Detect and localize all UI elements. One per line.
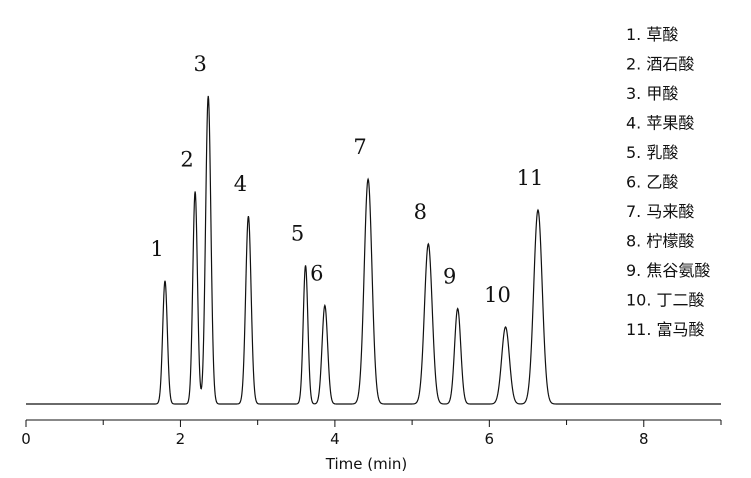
x-tick-label: 6 [485,430,495,448]
peak-label: 8 [414,200,427,224]
legend-entry: 7. 马来酸 [626,202,694,221]
plot-area [26,95,721,405]
x-tick-label: 4 [330,430,340,448]
peak-label: 2 [180,147,193,171]
peak-label: 7 [353,135,366,159]
legend-entry: 9. 焦谷氨酸 [626,261,710,280]
legend-entry: 10. 丁二酸 [626,291,705,310]
legend: 1. 草酸 2. 酒石酸 3. 甲酸 4. 苹果酸 5. 乳酸 6. 乙酸 7. 马来酸 8.… [626,25,710,339]
peak-label: 1 [150,237,163,261]
peak-label: 3 [194,52,207,76]
peak-label: 10 [484,283,511,307]
legend-entry: 6. 乙酸 [626,173,678,192]
peak-label: 4 [234,172,247,196]
x-axis-title: Time (min) [325,455,407,473]
legend-entry: 2. 酒石酸 [626,55,694,74]
peak-label: 9 [443,265,456,289]
chromatogram-trace [26,95,721,405]
legend-entry: 5. 乳酸 [626,143,678,162]
peak-labels: 1 2 3 4 56 7 8 9 10 11 [150,52,543,307]
x-tick-label: 0 [21,430,31,448]
peak-label: 11 [517,166,544,190]
legend-entry: 3. 甲酸 [626,84,678,103]
peak-label: 5 [291,221,304,245]
legend-entry: 11. 富马酸 [626,320,705,339]
legend-entry: 8. 柠檬酸 [626,232,694,251]
legend-entry: 1. 草酸 [626,25,678,44]
x-tick-label: 8 [639,430,649,448]
x-axis-ticks: 0 2 4 6 8 [21,420,722,448]
legend-entry: 4. 苹果酸 [626,114,694,133]
x-tick-label: 2 [176,430,186,448]
peak-label: 6 [310,261,323,285]
